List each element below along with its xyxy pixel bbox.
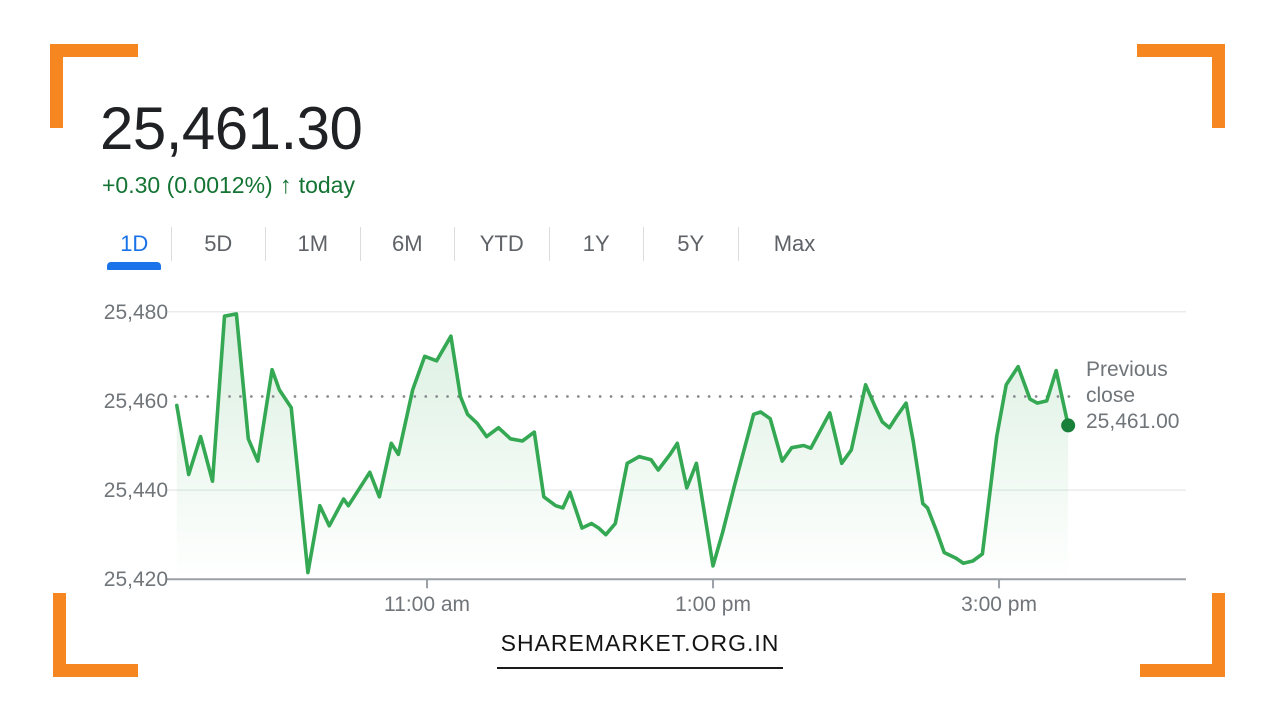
tab-1y[interactable]: 1Y xyxy=(550,227,644,261)
corner-accent-top-right xyxy=(1137,44,1225,128)
price-change-value: +0.30 (0.0012%) xyxy=(102,172,273,198)
previous-close-line2: close xyxy=(1086,384,1136,407)
corner-accent-top-left xyxy=(50,44,138,128)
x-axis-label: 11:00 am xyxy=(384,593,471,616)
watermark: SHAREMARKET.ORG.IN xyxy=(0,630,1280,669)
previous-close-line1: Previous xyxy=(1086,358,1168,381)
previous-close-label: Previous close 25,461.00 xyxy=(1086,357,1179,435)
price-area-fill xyxy=(176,313,1069,580)
tab-label: 5Y xyxy=(677,231,705,256)
corner-accent-bottom-right xyxy=(1140,593,1225,677)
last-price-dot xyxy=(1061,418,1076,433)
tab-label: 5D xyxy=(204,231,233,256)
tab-ytd[interactable]: YTD xyxy=(455,227,550,261)
active-tab-indicator xyxy=(107,262,162,270)
current-price: 25,461.30 xyxy=(100,95,363,162)
arrow-up-icon: ↑ xyxy=(279,171,292,199)
tab-6m[interactable]: 6M xyxy=(361,227,455,261)
price-change-period: today xyxy=(298,172,355,198)
corner-accent-bottom-left xyxy=(53,593,138,677)
tab-label: 1D xyxy=(120,231,149,256)
tab-label: 1M xyxy=(297,231,329,256)
y-axis-label: 25,480 xyxy=(103,300,168,324)
previous-close-value: 25,461.00 xyxy=(1086,410,1180,433)
x-axis-label: 1:00 pm xyxy=(675,593,751,616)
watermark-text: SHAREMARKET.ORG.IN xyxy=(496,630,784,669)
y-axis-label: 25,420 xyxy=(103,568,168,592)
tab-label: 6M xyxy=(391,231,423,256)
y-axis-label: 25,460 xyxy=(103,389,168,413)
time-range-tabs: 1D 5D 1M 6M YTD 1Y 5Y Max xyxy=(98,227,851,271)
tab-label: YTD xyxy=(479,231,524,256)
price-line xyxy=(175,312,1070,575)
tab-5y[interactable]: 5Y xyxy=(644,227,739,261)
x-axis-label: 3:00 pm xyxy=(961,593,1037,616)
tab-1d[interactable]: 1D xyxy=(98,227,172,270)
tab-label: Max xyxy=(773,231,816,256)
tab-1m[interactable]: 1M xyxy=(266,227,361,261)
tab-label: 1Y xyxy=(582,231,610,256)
tab-max[interactable]: Max xyxy=(739,227,851,261)
price-change-row: +0.30 (0.0012%) ↑ today xyxy=(102,172,355,199)
tab-5d[interactable]: 5D xyxy=(172,227,266,261)
y-axis-label: 25,440 xyxy=(103,479,168,503)
